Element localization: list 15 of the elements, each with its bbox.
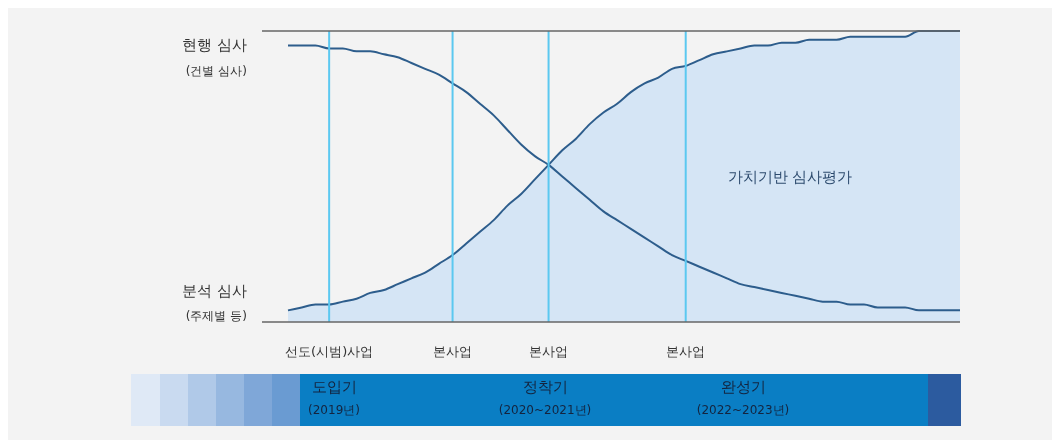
text: 분석 심사 [182, 282, 247, 300]
text: 완성기 [720, 378, 766, 396]
x-tick-label: 본사업 [529, 344, 569, 359]
text: (2020~2021년) [498, 403, 592, 417]
text: 도입기 [311, 378, 357, 396]
text: (2022~2023년) [696, 403, 790, 417]
text: (건별 심사) [185, 64, 247, 78]
series-label: 가치기반 심사평가 [727, 168, 853, 186]
text: 현행 심사 [182, 36, 247, 54]
text: (2019년) [308, 403, 360, 417]
text: 정착기 [522, 378, 568, 396]
text: (주제별 등) [185, 309, 247, 323]
x-tick-label: 선도(시범)사업 [285, 344, 374, 359]
x-tick-label: 본사업 [433, 344, 473, 359]
x-tick-label: 본사업 [666, 344, 706, 359]
